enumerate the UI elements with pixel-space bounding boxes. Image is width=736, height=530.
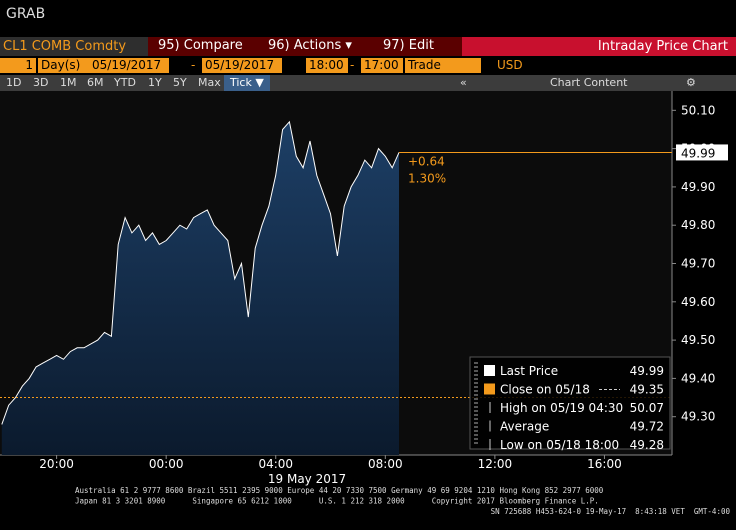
start-time[interactable]: 18:00: [306, 58, 348, 73]
time-sep: -: [350, 58, 355, 72]
legend-value: 49.28: [630, 438, 664, 452]
range-button[interactable]: 5Y: [173, 76, 187, 89]
y-tick-label: 50.10: [681, 103, 715, 117]
settings-bar: 1 Day(s) 05/19/2017 - 05/19/2017 18:00 -…: [0, 57, 736, 74]
legend-value: 49.35: [630, 383, 664, 397]
chart-content-button[interactable]: Chart Content: [550, 76, 628, 89]
legend-label: High on 05/19 04:30: [500, 401, 623, 415]
range-button[interactable]: Max: [198, 76, 221, 89]
collapse-button[interactable]: «: [460, 76, 467, 89]
range-button[interactable]: 3D: [33, 76, 49, 89]
footer-text: Australia 61 2 9777 8600 Brazil 5511 239…: [75, 486, 604, 495]
settings-button[interactable]: ⚙: [686, 76, 696, 89]
currency: USD: [497, 58, 523, 72]
range-button[interactable]: 1M: [60, 76, 77, 89]
y-tick-label: 49.90: [681, 180, 715, 194]
chart: 49.3049.4049.5049.6049.7049.8049.9050.00…: [0, 91, 731, 516]
unit-field[interactable]: Day(s): [38, 58, 90, 73]
change-pct: 1.30%: [408, 171, 446, 185]
date-sep: -: [191, 58, 196, 72]
x-tick-label: 20:00: [39, 457, 74, 471]
compare-button[interactable]: 95) Compare: [158, 38, 243, 53]
range-button[interactable]: YTD: [114, 76, 136, 89]
legend-label: Low on 05/18 18:00: [500, 438, 619, 452]
end-date[interactable]: 05/19/2017: [202, 58, 282, 73]
start-date[interactable]: 05/19/2017: [89, 58, 169, 73]
legend-label: Close on 05/18: [500, 383, 590, 397]
legend-label: Last Price: [500, 364, 558, 378]
range-button[interactable]: 1D: [6, 76, 22, 89]
legend-swatch: [484, 365, 495, 376]
count-field[interactable]: 1: [0, 58, 36, 73]
end-time[interactable]: 17:00: [361, 58, 403, 73]
footer-text: SN 725688 H453-624-0 19-May-17 8:43:18 V…: [491, 507, 731, 516]
legend-label: Average: [500, 420, 549, 434]
window-title: GRAB: [6, 6, 46, 22]
ticker[interactable]: CL1 COMB Comdty: [0, 37, 148, 56]
y-tick-label: 49.30: [681, 410, 715, 424]
last-price-tag: [676, 144, 728, 161]
y-tick-label: 49.60: [681, 295, 715, 309]
x-axis-label: 19 May 2017: [268, 472, 346, 486]
price-area: [1, 121, 400, 456]
x-tick-label: 08:00: [368, 457, 403, 471]
legend-value: 49.72: [630, 420, 664, 434]
edit-button[interactable]: 97) Edit: [383, 38, 434, 53]
y-tick-label: 49.50: [681, 333, 715, 347]
x-tick-label: 12:00: [478, 457, 513, 471]
x-tick-label: 00:00: [149, 457, 184, 471]
price-line: [1, 120, 400, 425]
chart-name: Intraday Price Chart: [462, 37, 736, 56]
legend-box: [469, 356, 671, 450]
y-tick-label: 49.80: [681, 218, 715, 232]
legend-value: 49.99: [630, 364, 664, 378]
range-button[interactable]: 1Y: [148, 76, 162, 89]
y-tick-label: 49.40: [681, 371, 715, 385]
y-tick-label: 49.70: [681, 257, 715, 271]
field-select[interactable]: Trade: [405, 58, 481, 73]
toolbar: CL1 COMB Comdty 95) Compare 96) Actions …: [0, 37, 736, 56]
range-button[interactable]: 6M: [87, 76, 104, 89]
legend-swatch: [484, 383, 495, 395]
range-button[interactable]: Tick ▼: [224, 75, 270, 91]
change: +0.64: [408, 154, 445, 168]
range-bar: 1D 3D 1M 6M YTD 1Y 5Y Max Tick ▼ « Chart Content ⚙: [0, 75, 736, 91]
x-tick-label: 16:00: [587, 457, 622, 471]
last-price-tag-label: 49.99: [681, 146, 715, 160]
legend-value: 50.07: [630, 401, 664, 415]
footer-text: Japan 81 3 3201 8900 Singapore 65 6212 1…: [75, 497, 599, 506]
x-tick-label: 04:00: [258, 457, 293, 471]
actions-button[interactable]: 96) Actions ▾: [268, 38, 352, 53]
